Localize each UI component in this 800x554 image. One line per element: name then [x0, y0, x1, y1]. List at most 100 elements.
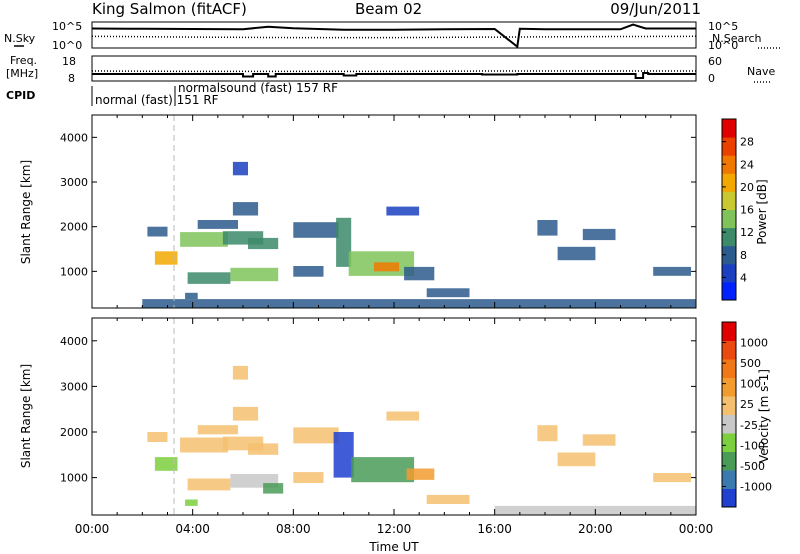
velocity-echo-11: [293, 427, 339, 444]
nsky-right-tick-top: 10^5: [708, 20, 738, 33]
nsky-left-tick-top: 10^5: [52, 20, 82, 33]
velocity-colorbar-label: Velocity [m s-1]: [757, 369, 771, 463]
power-colorbar-label-4: 12: [740, 226, 754, 239]
velocity-colorbar-label-5: -100: [740, 439, 765, 452]
velocity-echo-18: [537, 425, 558, 442]
power-colorbar-swatch-5: [722, 191, 736, 210]
freq-panel: Freq. [MHz] Nave 18 8 60 0: [6, 54, 775, 85]
freq-left-tick-bottom: 8: [68, 72, 75, 85]
station-title: King Salmon (fitACF): [92, 0, 247, 18]
velocity-colorbar-swatch-4: [722, 414, 736, 434]
velocity-echo-2: [180, 437, 228, 453]
power-colorbar: 28 24 20 16 12 8 4: [721, 118, 754, 301]
velocity-colorbar-label-6: -500: [740, 460, 765, 473]
cpid-segment-2-label: normalsound (fast) 157 RF: [178, 81, 338, 95]
nsky-axis-ticks: 10^5 10^0 10^5 10^0: [52, 20, 738, 52]
velocity-xtick-label-5: 20:00: [578, 522, 613, 536]
nsky-frame: [91, 21, 697, 49]
velocity-colorbar-swatch-1: [722, 470, 736, 489]
power-echo-1: [154, 251, 178, 265]
power-colorbar-swatch-8: [722, 137, 736, 156]
power-echo-14: [373, 262, 400, 272]
power-ytick-label-4000: 4000: [60, 131, 88, 144]
nsearch-label: N.Search: [712, 32, 762, 45]
velocity-ylabel: Slant Range [km]: [19, 364, 33, 468]
power-echo-group: [142, 161, 696, 308]
velocity-colorbar-swatch-0: [722, 488, 736, 508]
velocity-xtick-label-1: 04:00: [175, 522, 210, 536]
power-echo-22: [142, 299, 696, 308]
velocity-colorbar-swatch-2: [722, 451, 736, 471]
velocity-y-axis: 1000 2000 3000 4000: [60, 335, 696, 485]
velocity-ytick-label-2000: 2000: [60, 426, 88, 439]
velocity-echo-1: [154, 457, 178, 471]
velocity-ytick-label-4000: 4000: [60, 335, 88, 348]
velocity-echo-12: [293, 472, 324, 483]
beam-title: Beam 02: [355, 0, 423, 18]
power-echo-17: [386, 206, 420, 216]
power-echo-20: [582, 228, 616, 241]
power-echo-2: [180, 232, 228, 247]
freq-left-tick-top: 18: [62, 55, 76, 68]
power-colorbar-swatch-7: [722, 155, 736, 174]
nsky-series-1: [91, 35, 697, 39]
velocity-xtick-label-3: 12:00: [377, 522, 412, 536]
power-echo-16: [426, 288, 470, 298]
velocity-x-axis: 00:00 04:00 08:00 12:00 16:00 20:00 00:00: [75, 318, 713, 536]
nsky-panel: N.Sky N.Search 10^5 10^0 10^5 10^0: [4, 20, 780, 52]
power-ytick-label-1000: 1000: [60, 265, 88, 278]
velocity-echo-13: [333, 432, 354, 478]
nave-label: Nave: [747, 65, 775, 78]
velocity-echo-23: [185, 499, 198, 506]
time-axis-label: Time UT: [368, 540, 419, 554]
velocity-echo-20: [582, 434, 616, 446]
nsky-label: N.Sky: [4, 32, 36, 45]
velocity-echo-5: [232, 406, 259, 421]
power-ylabel: Slant Range [km]: [19, 160, 33, 264]
power-colorbar-label-1: 24: [740, 158, 754, 171]
velocity-xtick-label-2: 08:00: [276, 522, 311, 536]
power-echo-19: [557, 246, 596, 261]
nsky-left-tick-bottom: 10^0: [52, 39, 82, 52]
power-colorbar-label-2: 20: [740, 181, 754, 194]
freq-series: [92, 72, 696, 79]
power-colorbar-label: Power [dB]: [755, 179, 769, 244]
velocity-colorbar-swatch-5: [722, 396, 736, 415]
velocity-echo-0: [147, 432, 168, 442]
velocity-colorbar-swatch-9: [722, 322, 736, 341]
velocity-colorbar-label-4: -25: [740, 419, 758, 432]
power-echo-6: [187, 272, 231, 284]
power-colorbar-swatch-3: [722, 227, 736, 247]
power-echo-18: [537, 220, 558, 236]
nsky-right-tick-bottom: 10^0: [708, 39, 738, 52]
velocity-colorbar: 1000 500 100 25 -25 -100 -500 -1000: [721, 321, 772, 508]
power-ytick-label-2000: 2000: [60, 221, 88, 234]
velocity-ytick-label-1000: 1000: [60, 472, 88, 485]
freq-unit-label: [MHz]: [6, 67, 38, 80]
velocity-echo-8: [263, 483, 284, 494]
cpid-row: CPID normal (fast) 151 RF normalsound (f…: [6, 81, 338, 107]
nave-right-tick-bottom: 0: [708, 72, 715, 85]
velocity-colorbar-swatch-8: [722, 340, 736, 360]
velocity-echo-19: [557, 452, 596, 467]
velocity-xtick-label-4: 16:00: [477, 522, 512, 536]
velocity-echo-10: [232, 365, 248, 380]
power-ytick-label-3000: 3000: [60, 176, 88, 189]
velocity-echo-9: [248, 443, 279, 455]
power-echo-0: [147, 226, 168, 237]
power-echo-8: [248, 237, 279, 250]
velocity-colorbar-label-3: 25: [740, 398, 754, 411]
power-colorbar-swatch-1: [722, 263, 736, 283]
cpid-label: CPID: [6, 89, 35, 102]
power-echo-7: [230, 267, 279, 282]
velocity-echo-6: [187, 478, 231, 491]
power-colorbar-swatch-9: [722, 119, 736, 138]
velocity-colorbar-label-1: 500: [740, 357, 761, 370]
velocity-echo-15: [406, 468, 435, 480]
power-colorbar-swatch-6: [722, 173, 736, 192]
cpid-segment-1-label: normal (fast) 151 RF: [95, 93, 219, 107]
velocity-colorbar-frame: [721, 321, 737, 508]
power-echo-3: [197, 220, 238, 229]
